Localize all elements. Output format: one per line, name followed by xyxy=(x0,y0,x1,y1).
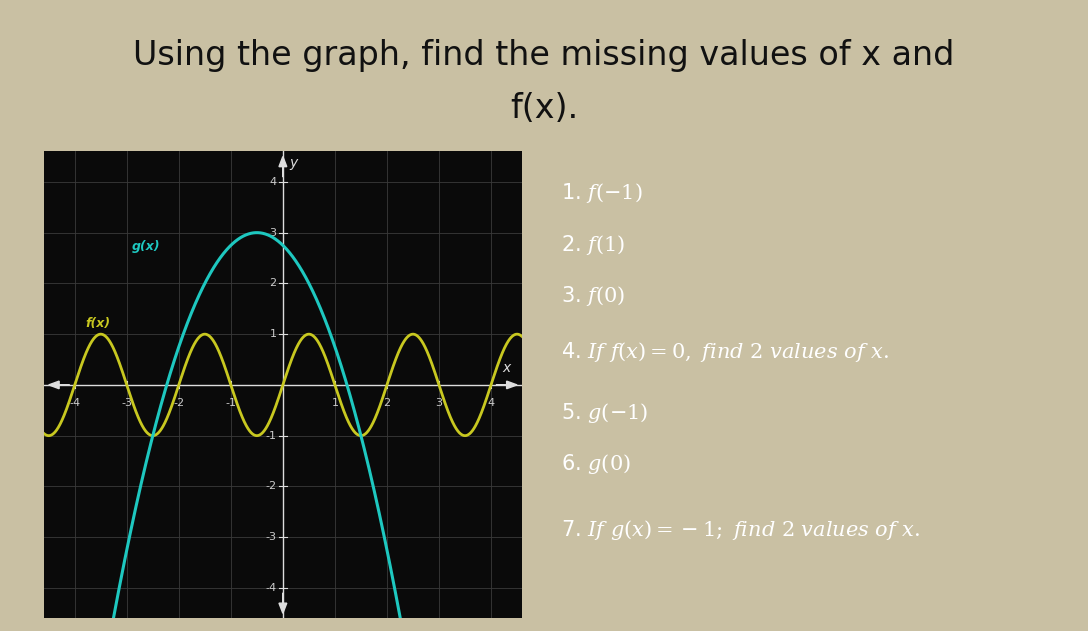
Text: -1: -1 xyxy=(265,431,276,440)
Text: f(x).: f(x). xyxy=(510,91,578,125)
Text: 4: 4 xyxy=(270,177,276,187)
Text: 7. $If\ g(x) = -1;\ find\ 2\ values\ of\ x.$: 7. $If\ g(x) = -1;\ find\ 2\ values\ of\… xyxy=(561,517,920,541)
Text: 5. $g(-1)$: 5. $g(-1)$ xyxy=(561,401,648,425)
Text: Using the graph, find the missing values of x and: Using the graph, find the missing values… xyxy=(134,39,954,72)
Text: -4: -4 xyxy=(70,398,81,408)
Text: 4. $If\ f(x) = 0,\ find\ 2\ values\ of\ x.$: 4. $If\ f(x) = 0,\ find\ 2\ values\ of\ … xyxy=(561,340,889,364)
Text: -1: -1 xyxy=(225,398,236,408)
Text: f(x): f(x) xyxy=(85,317,110,329)
FancyArrow shape xyxy=(496,381,517,389)
Text: -3: -3 xyxy=(265,532,276,542)
Text: -4: -4 xyxy=(265,583,276,593)
Text: 2: 2 xyxy=(270,278,276,288)
Text: g(x): g(x) xyxy=(132,240,161,254)
Text: 1: 1 xyxy=(332,398,338,408)
Text: 6. $g(0)$: 6. $g(0)$ xyxy=(561,452,631,476)
Text: 1. $f(-1)$: 1. $f(-1)$ xyxy=(561,182,643,206)
Text: -2: -2 xyxy=(173,398,184,408)
Text: 3: 3 xyxy=(270,228,276,238)
Text: 3. $f(0)$: 3. $f(0)$ xyxy=(561,284,626,308)
FancyArrow shape xyxy=(49,381,70,389)
Text: 2: 2 xyxy=(383,398,391,408)
FancyArrow shape xyxy=(279,593,287,613)
Text: 1: 1 xyxy=(270,329,276,339)
Text: x: x xyxy=(503,361,510,375)
Text: 4: 4 xyxy=(487,398,495,408)
Text: -2: -2 xyxy=(265,481,276,492)
Text: 2. $f(1)$: 2. $f(1)$ xyxy=(561,233,626,257)
Text: 3: 3 xyxy=(435,398,443,408)
Text: -3: -3 xyxy=(121,398,133,408)
FancyArrow shape xyxy=(279,156,287,177)
Text: y: y xyxy=(289,156,297,170)
